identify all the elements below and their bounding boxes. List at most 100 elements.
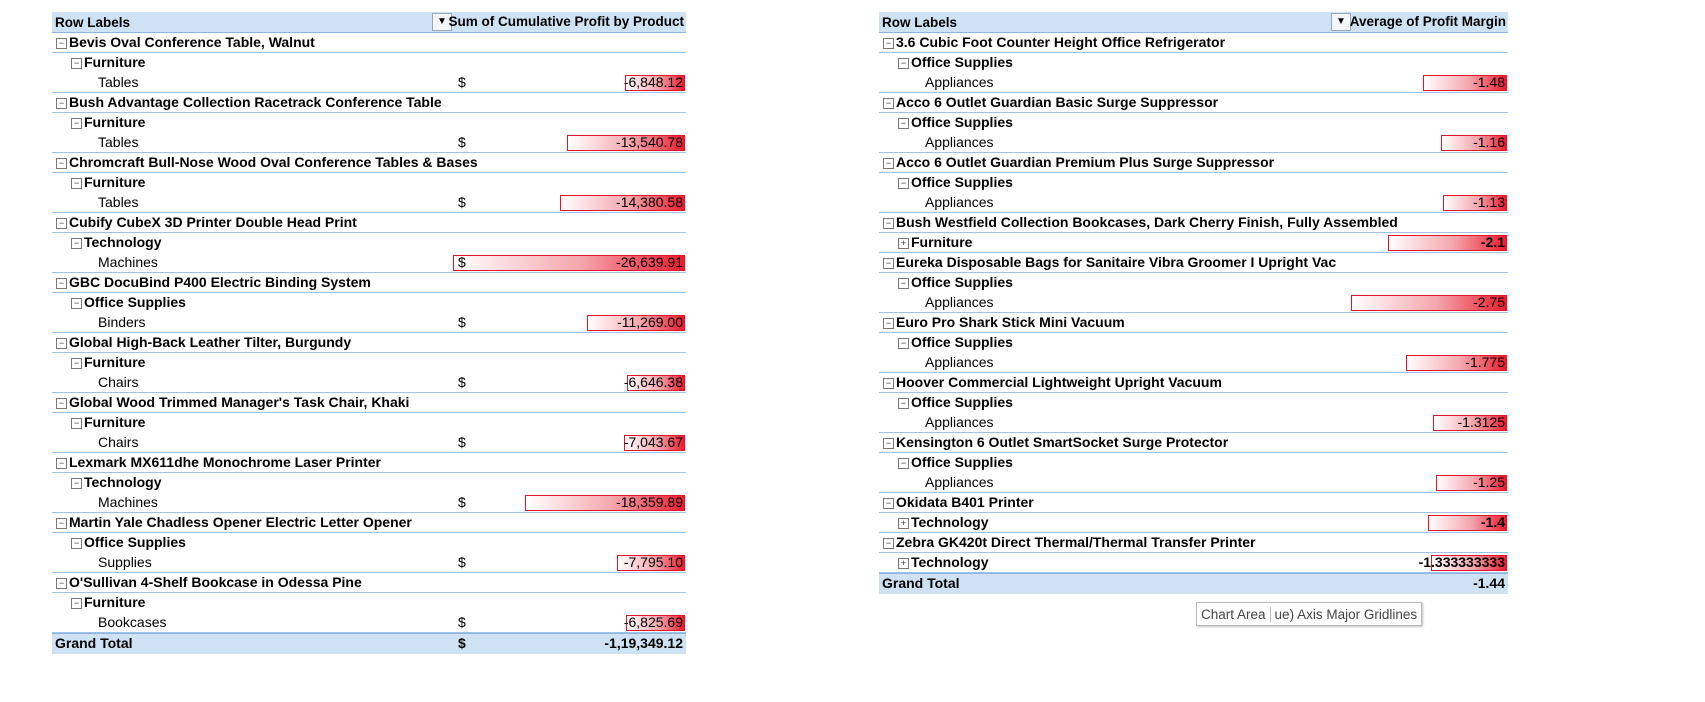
category-row[interactable]: − Office Supplies xyxy=(879,393,1508,413)
expand-toggle-icon[interactable]: + xyxy=(898,238,909,249)
collapse-toggle-icon[interactable]: − xyxy=(898,118,909,129)
product-row[interactable]: − Euro Pro Shark Stick Mini Vacuum xyxy=(879,313,1508,333)
category-row[interactable]: − Furniture xyxy=(52,413,686,433)
collapse-toggle-icon[interactable]: − xyxy=(898,178,909,189)
collapse-toggle-icon[interactable]: − xyxy=(883,38,894,49)
category-row[interactable]: + Technology -1.4 xyxy=(879,513,1508,533)
category-row[interactable]: − Office Supplies xyxy=(52,533,686,553)
collapse-toggle-icon[interactable]: − xyxy=(883,378,894,389)
sub-category-row[interactable]: Supplies $ -7,795.10 xyxy=(52,553,686,573)
product-row[interactable]: − Bush Westfield Collection Bookcases, Da… xyxy=(879,213,1508,233)
product-row[interactable]: − Acco 6 Outlet Guardian Premium Plus Sur… xyxy=(879,153,1508,173)
product-row[interactable]: − Cubify CubeX 3D Printer Double Head Pri… xyxy=(52,213,686,233)
sub-category-row[interactable]: Bookcases $ -6,825.69 xyxy=(52,613,686,633)
product-row[interactable]: − Lexmark MX611dhe Monochrome Laser Print… xyxy=(52,453,686,473)
category-row[interactable]: − Office Supplies xyxy=(879,53,1508,73)
sub-category-row[interactable]: Machines $ -18,359.89 xyxy=(52,493,686,513)
collapse-toggle-icon[interactable]: − xyxy=(883,318,894,329)
product-row[interactable]: − Eureka Disposable Bags for Sanitaire Vi… xyxy=(879,253,1508,273)
product-row[interactable]: − Okidata B401 Printer xyxy=(879,493,1508,513)
sub-category-row[interactable]: Appliances -1.16 xyxy=(879,133,1508,153)
category-row[interactable]: − Office Supplies xyxy=(879,173,1508,193)
category-row[interactable]: − Office Supplies xyxy=(879,333,1508,353)
collapse-toggle-icon[interactable]: − xyxy=(883,538,894,549)
product-row[interactable]: −3.6 Cubic Foot Counter Height Office Re… xyxy=(879,33,1508,53)
category-row[interactable]: − Furniture xyxy=(52,353,686,373)
collapse-toggle-icon[interactable]: − xyxy=(71,478,82,489)
collapse-toggle-icon[interactable]: − xyxy=(883,498,894,509)
sub-category-row[interactable]: Appliances -1.25 xyxy=(879,473,1508,493)
sub-category-row[interactable]: Machines $ -26,639.91 xyxy=(52,253,686,273)
row-labels-header[interactable]: Row Labels xyxy=(882,14,958,30)
sub-category-row[interactable]: Appliances -1.3125 xyxy=(879,413,1508,433)
product-row[interactable]: − Global High-Back Leather Tilter, Burgun… xyxy=(52,333,686,353)
collapse-toggle-icon[interactable]: − xyxy=(71,538,82,549)
collapse-toggle-icon[interactable]: − xyxy=(56,98,67,109)
sub-category-row[interactable]: Binders $ -11,269.00 xyxy=(52,313,686,333)
value-field-header[interactable]: Average of Profit Margin xyxy=(1349,14,1506,29)
value-field-header[interactable]: Sum of Cumulative Profit by Product xyxy=(448,14,684,29)
expand-toggle-icon[interactable]: + xyxy=(898,558,909,569)
sub-category-row[interactable]: Tables $ -13,540.78 xyxy=(52,133,686,153)
collapse-toggle-icon[interactable]: − xyxy=(56,158,67,169)
category-row[interactable]: − Furniture xyxy=(52,53,686,73)
row-labels-header[interactable]: Row Labels xyxy=(55,14,131,30)
collapse-toggle-icon[interactable]: − xyxy=(71,418,82,429)
category-row[interactable]: − Furniture xyxy=(52,593,686,613)
category-row[interactable]: − Furniture xyxy=(52,173,686,193)
collapse-toggle-icon[interactable]: − xyxy=(71,118,82,129)
category-row[interactable]: + Furniture -2.1 xyxy=(879,233,1508,253)
expand-toggle-icon[interactable]: + xyxy=(898,518,909,529)
collapse-toggle-icon[interactable]: − xyxy=(883,98,894,109)
product-row[interactable]: − Hoover Commercial Lightweight Upright V… xyxy=(879,373,1508,393)
product-row[interactable]: − GBC DocuBind P400 Electric Binding Syst… xyxy=(52,273,686,293)
collapse-toggle-icon[interactable]: − xyxy=(56,458,67,469)
sub-category-row[interactable]: Appliances -2.75 xyxy=(879,293,1508,313)
product-row[interactable]: − Chromcraft Bull-Nose Wood Oval Conferen… xyxy=(52,153,686,173)
product-row[interactable]: − Bevis Oval Conference Table, Walnut xyxy=(52,33,686,53)
product-row[interactable]: − Kensington 6 Outlet SmartSocket Surge P… xyxy=(879,433,1508,453)
category-row[interactable]: − Office Supplies xyxy=(879,453,1508,473)
sub-category-row[interactable]: Appliances -1.13 xyxy=(879,193,1508,213)
category-row[interactable]: − Technology xyxy=(52,233,686,253)
sub-category-row[interactable]: Chairs $ -6,646.38 xyxy=(52,373,686,393)
product-row[interactable]: − Acco 6 Outlet Guardian Basic Surge Supp… xyxy=(879,93,1508,113)
category-row[interactable]: − Office Supplies xyxy=(879,113,1508,133)
sub-category-row[interactable]: Tables $ -6,848.12 xyxy=(52,73,686,93)
sub-category-row[interactable]: Chairs $ -7,043.67 xyxy=(52,433,686,453)
sub-category-row[interactable]: Appliances -1.775 xyxy=(879,353,1508,373)
product-row[interactable]: − Zebra GK420t Direct Thermal/Thermal Tra… xyxy=(879,533,1508,553)
collapse-toggle-icon[interactable]: − xyxy=(71,178,82,189)
collapse-toggle-icon[interactable]: − xyxy=(898,458,909,469)
category-row[interactable]: − Office Supplies xyxy=(52,293,686,313)
category-row[interactable]: − Technology xyxy=(52,473,686,493)
product-row[interactable]: − O'Sullivan 4-Shelf Bookcase in Odessa P… xyxy=(52,573,686,593)
collapse-toggle-icon[interactable]: − xyxy=(56,278,67,289)
collapse-toggle-icon[interactable]: − xyxy=(883,158,894,169)
product-row[interactable]: − Global Wood Trimmed Manager's Task Chai… xyxy=(52,393,686,413)
product-row[interactable]: − Bush Advantage Collection Racetrack Con… xyxy=(52,93,686,113)
filter-dropdown-icon[interactable]: ▼ xyxy=(432,13,452,31)
collapse-toggle-icon[interactable]: − xyxy=(898,338,909,349)
collapse-toggle-icon[interactable]: − xyxy=(883,258,894,269)
sub-category-row[interactable]: Appliances -1.48 xyxy=(879,73,1508,93)
category-row[interactable]: − Furniture xyxy=(52,113,686,133)
collapse-toggle-icon[interactable]: − xyxy=(883,218,894,229)
sub-category-row[interactable]: Tables $ -14,380.58 xyxy=(52,193,686,213)
collapse-toggle-icon[interactable]: − xyxy=(71,598,82,609)
collapse-toggle-icon[interactable]: − xyxy=(56,398,67,409)
category-row[interactable]: + Technology -1.333333333 xyxy=(879,553,1508,573)
collapse-toggle-icon[interactable]: − xyxy=(71,298,82,309)
collapse-toggle-icon[interactable]: − xyxy=(56,578,67,589)
collapse-toggle-icon[interactable]: − xyxy=(71,238,82,249)
collapse-toggle-icon[interactable]: − xyxy=(71,358,82,369)
collapse-toggle-icon[interactable]: − xyxy=(56,218,67,229)
filter-dropdown-icon[interactable]: ▼ xyxy=(1331,13,1351,31)
collapse-toggle-icon[interactable]: − xyxy=(883,438,894,449)
collapse-toggle-icon[interactable]: − xyxy=(56,518,67,529)
collapse-toggle-icon[interactable]: − xyxy=(56,38,67,49)
collapse-toggle-icon[interactable]: − xyxy=(898,278,909,289)
category-row[interactable]: − Office Supplies xyxy=(879,273,1508,293)
collapse-toggle-icon[interactable]: − xyxy=(56,338,67,349)
collapse-toggle-icon[interactable]: − xyxy=(898,58,909,69)
